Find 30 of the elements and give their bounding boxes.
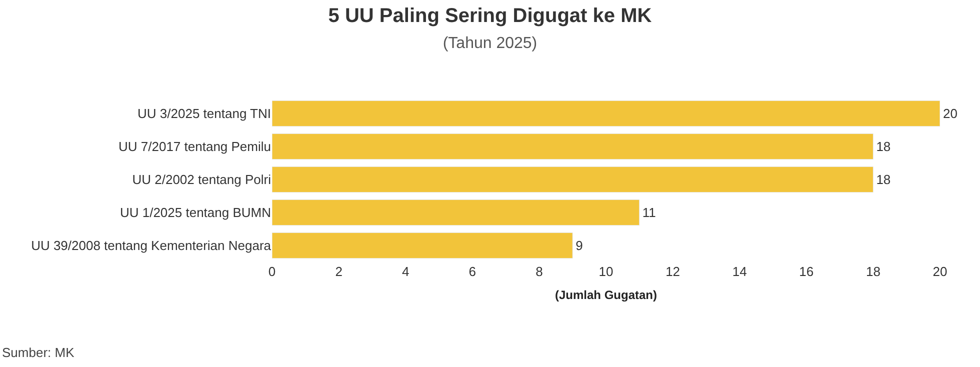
x-tick-label: 4 bbox=[402, 264, 410, 279]
x-axis-title: (Jumlah Gugatan) bbox=[554, 288, 658, 302]
x-tick-label: 8 bbox=[536, 264, 543, 279]
x-tick-label: 14 bbox=[732, 264, 747, 279]
y-tick-label: UU 39/2008 tentang Kementerian Negara bbox=[31, 238, 272, 254]
x-tick-label: 20 bbox=[932, 264, 948, 279]
y-tick-label: UU 2/2002 tentang Polri bbox=[132, 172, 272, 188]
bar bbox=[272, 133, 874, 160]
x-tick-label: 16 bbox=[799, 264, 814, 279]
x-tick-label: 18 bbox=[866, 264, 880, 279]
data-label: 20 bbox=[943, 106, 958, 121]
bar bbox=[272, 232, 573, 259]
text: Sumber: MK bbox=[2, 345, 75, 360]
x-tick-label: 10 bbox=[598, 264, 614, 279]
y-tick-label: UU 3/2025 tentang TNI bbox=[138, 106, 271, 122]
bar bbox=[272, 199, 640, 226]
x-tick-label: 12 bbox=[666, 264, 680, 279]
x-tick-label: 2 bbox=[335, 264, 342, 279]
y-tick-label: UU 7/2017 tentang Pemilu bbox=[118, 139, 271, 154]
bar bbox=[272, 100, 940, 127]
data-label: 11 bbox=[642, 205, 656, 220]
data-label: 18 bbox=[876, 172, 891, 187]
y-tick-label: UU 1/2025 tentang BUMN bbox=[120, 205, 271, 220]
chart-title: 5 UU Paling Sering Digugat ke MK bbox=[328, 5, 652, 28]
x-tick-label: 6 bbox=[468, 264, 476, 279]
data-label: 9 bbox=[576, 238, 583, 253]
x-tick-label: 0 bbox=[268, 264, 276, 279]
data-label: 18 bbox=[876, 139, 891, 154]
bar bbox=[272, 166, 874, 193]
chart-subtitle: (Tahun 2025) bbox=[442, 35, 538, 52]
